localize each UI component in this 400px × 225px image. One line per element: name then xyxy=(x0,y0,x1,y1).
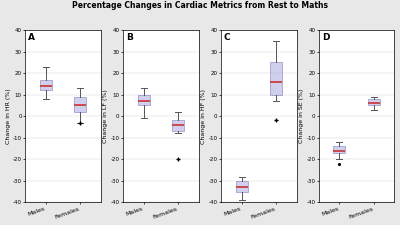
PathPatch shape xyxy=(74,97,86,112)
PathPatch shape xyxy=(172,121,184,131)
Y-axis label: Change in HR (%): Change in HR (%) xyxy=(6,88,10,144)
Text: Percentage Changes in Cardiac Metrics from Rest to Maths: Percentage Changes in Cardiac Metrics fr… xyxy=(72,1,328,10)
Text: A: A xyxy=(28,34,35,43)
Y-axis label: Change in LF (%): Change in LF (%) xyxy=(104,89,108,143)
Y-axis label: Change in HF (%): Change in HF (%) xyxy=(201,89,206,144)
Y-axis label: Change in SE (%): Change in SE (%) xyxy=(299,89,304,143)
Text: B: B xyxy=(126,34,133,43)
PathPatch shape xyxy=(270,62,282,95)
PathPatch shape xyxy=(40,80,52,90)
Text: D: D xyxy=(322,34,329,43)
PathPatch shape xyxy=(236,181,248,192)
Text: C: C xyxy=(224,34,230,43)
PathPatch shape xyxy=(334,146,346,153)
PathPatch shape xyxy=(368,99,380,105)
PathPatch shape xyxy=(138,95,150,105)
